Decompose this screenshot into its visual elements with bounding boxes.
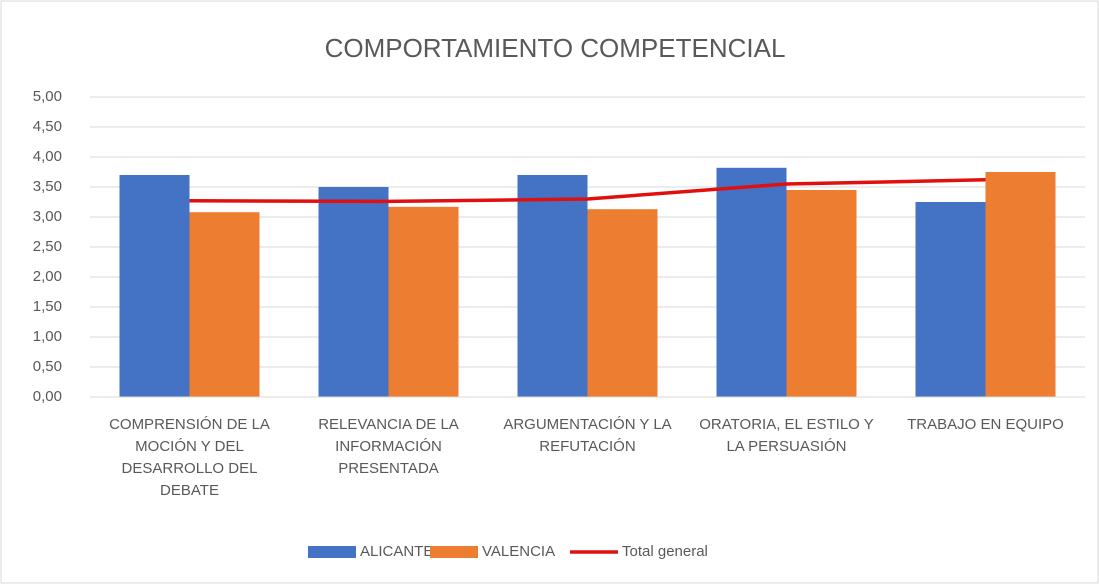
- y-tick-label: 0,50: [33, 358, 62, 375]
- bar: [786, 190, 857, 397]
- bar: [388, 206, 459, 397]
- bar: [587, 209, 658, 397]
- legend-swatch: [430, 546, 478, 558]
- x-tick-label: RELEVANCIA DE LA INFORMACIÓN PRESENTADA: [318, 416, 459, 477]
- legend-label: ALICANTE: [360, 543, 433, 560]
- x-tick-label: TRABAJO EN EQUIPO: [907, 416, 1064, 433]
- y-tick-label: 0,00: [33, 388, 62, 405]
- bar: [189, 212, 260, 397]
- y-tick-label: 5,00: [33, 88, 62, 105]
- y-tick-label: 4,50: [33, 118, 62, 135]
- bar: [318, 187, 389, 397]
- y-tick-label: 1,50: [33, 298, 62, 315]
- y-tick-label: 2,50: [33, 238, 62, 255]
- y-tick-label: 3,50: [33, 178, 62, 195]
- y-tick-label: 3,00: [33, 208, 62, 225]
- x-tick-label: ORATORIA, EL ESTILO Y LA PERSUASIÓN: [699, 416, 874, 455]
- bar: [915, 202, 986, 397]
- legend-label: VALENCIA: [482, 543, 555, 560]
- bar: [716, 167, 787, 397]
- bar: [985, 172, 1056, 397]
- x-tick-label: COMPRENSIÓN DE LA MOCIÓN Y DEL DESARROLL…: [109, 416, 270, 499]
- chart-title: COMPORTAMIENTO COMPETENCIAL: [325, 33, 786, 63]
- legend-label: Total general: [622, 543, 708, 560]
- line: [189, 178, 986, 204]
- y-tick-label: 1,00: [33, 328, 62, 345]
- x-tick-label: ARGUMENTACIÓN Y LA REFUTACIÓN: [503, 416, 672, 455]
- legend-swatch: [308, 546, 356, 558]
- bar: [119, 175, 190, 397]
- y-tick-label: 2,00: [33, 268, 62, 285]
- bar: [517, 175, 588, 397]
- y-tick-label: 4,00: [33, 148, 62, 165]
